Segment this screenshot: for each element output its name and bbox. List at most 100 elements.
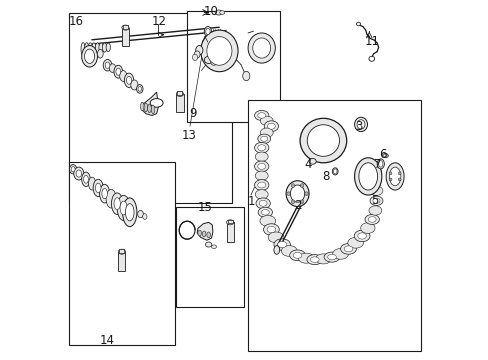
Ellipse shape bbox=[257, 145, 265, 151]
Ellipse shape bbox=[242, 71, 249, 81]
Ellipse shape bbox=[324, 252, 339, 262]
Ellipse shape bbox=[289, 250, 305, 261]
Ellipse shape bbox=[151, 105, 155, 114]
Ellipse shape bbox=[84, 49, 94, 63]
Ellipse shape bbox=[211, 245, 216, 248]
Bar bbox=[177, 91, 182, 95]
Ellipse shape bbox=[344, 246, 352, 252]
Text: 13: 13 bbox=[181, 129, 196, 142]
Ellipse shape bbox=[260, 128, 273, 137]
Ellipse shape bbox=[273, 246, 279, 254]
Ellipse shape bbox=[122, 198, 137, 226]
Ellipse shape bbox=[120, 201, 127, 215]
Ellipse shape bbox=[106, 43, 110, 51]
Ellipse shape bbox=[99, 43, 103, 53]
Ellipse shape bbox=[118, 249, 125, 254]
Bar bbox=[122, 25, 128, 29]
Ellipse shape bbox=[293, 252, 301, 258]
Ellipse shape bbox=[204, 27, 211, 37]
Ellipse shape bbox=[137, 211, 143, 218]
Ellipse shape bbox=[136, 85, 142, 93]
Ellipse shape bbox=[308, 158, 316, 164]
Ellipse shape bbox=[300, 118, 346, 163]
Ellipse shape bbox=[92, 43, 96, 54]
Ellipse shape bbox=[194, 51, 200, 58]
Ellipse shape bbox=[205, 28, 210, 35]
Ellipse shape bbox=[201, 30, 238, 72]
Bar bbox=[175, 207, 244, 307]
Ellipse shape bbox=[386, 163, 403, 190]
Ellipse shape bbox=[254, 180, 268, 190]
Ellipse shape bbox=[71, 167, 75, 172]
Ellipse shape bbox=[84, 43, 89, 55]
Ellipse shape bbox=[260, 216, 275, 226]
Text: 11: 11 bbox=[364, 35, 379, 49]
Ellipse shape bbox=[198, 230, 201, 236]
Ellipse shape bbox=[176, 91, 183, 96]
Bar bbox=[122, 28, 129, 45]
Ellipse shape bbox=[291, 200, 294, 203]
Ellipse shape bbox=[117, 195, 130, 221]
Ellipse shape bbox=[120, 71, 126, 81]
Ellipse shape bbox=[215, 10, 222, 15]
Ellipse shape bbox=[332, 248, 348, 259]
Text: 16: 16 bbox=[69, 15, 84, 28]
Bar bbox=[176, 94, 183, 112]
Bar bbox=[69, 13, 231, 203]
Ellipse shape bbox=[263, 224, 279, 235]
Bar bbox=[226, 222, 233, 242]
Ellipse shape bbox=[376, 159, 384, 169]
Ellipse shape bbox=[368, 56, 374, 61]
Ellipse shape bbox=[255, 152, 267, 161]
Ellipse shape bbox=[122, 25, 129, 30]
Ellipse shape bbox=[333, 169, 336, 174]
Ellipse shape bbox=[147, 104, 151, 113]
Ellipse shape bbox=[95, 43, 100, 53]
Ellipse shape bbox=[300, 184, 303, 187]
Ellipse shape bbox=[76, 170, 81, 177]
Ellipse shape bbox=[69, 165, 77, 174]
Text: 14: 14 bbox=[100, 334, 115, 347]
Ellipse shape bbox=[397, 178, 400, 181]
Ellipse shape bbox=[259, 201, 266, 206]
Ellipse shape bbox=[81, 45, 97, 67]
Ellipse shape bbox=[286, 192, 290, 195]
Ellipse shape bbox=[257, 182, 265, 188]
Ellipse shape bbox=[277, 242, 286, 248]
Ellipse shape bbox=[357, 233, 366, 239]
Ellipse shape bbox=[354, 117, 367, 132]
Ellipse shape bbox=[109, 64, 116, 72]
Ellipse shape bbox=[255, 171, 267, 180]
Ellipse shape bbox=[74, 167, 83, 180]
Ellipse shape bbox=[285, 181, 308, 207]
Text: 2: 2 bbox=[293, 199, 301, 212]
Ellipse shape bbox=[95, 183, 101, 193]
Ellipse shape bbox=[111, 193, 122, 215]
Ellipse shape bbox=[219, 11, 224, 14]
Ellipse shape bbox=[281, 246, 297, 256]
Polygon shape bbox=[197, 222, 212, 240]
Ellipse shape bbox=[267, 232, 284, 243]
Ellipse shape bbox=[358, 163, 377, 190]
Ellipse shape bbox=[388, 172, 391, 175]
Ellipse shape bbox=[83, 175, 88, 183]
Text: 10: 10 bbox=[203, 5, 219, 18]
Ellipse shape bbox=[327, 255, 336, 260]
Ellipse shape bbox=[354, 158, 381, 195]
Ellipse shape bbox=[210, 59, 217, 65]
Ellipse shape bbox=[383, 154, 386, 157]
Ellipse shape bbox=[103, 59, 112, 71]
Ellipse shape bbox=[304, 192, 308, 195]
Ellipse shape bbox=[202, 231, 205, 237]
Text: 7: 7 bbox=[373, 158, 381, 171]
Ellipse shape bbox=[382, 153, 387, 158]
Bar bbox=[118, 252, 125, 271]
Ellipse shape bbox=[88, 177, 96, 190]
Ellipse shape bbox=[257, 134, 270, 143]
Ellipse shape bbox=[255, 198, 270, 209]
Polygon shape bbox=[142, 92, 158, 116]
Ellipse shape bbox=[260, 116, 273, 126]
Text: 15: 15 bbox=[197, 202, 212, 215]
Ellipse shape bbox=[93, 179, 103, 197]
Bar bbox=[69, 162, 174, 345]
